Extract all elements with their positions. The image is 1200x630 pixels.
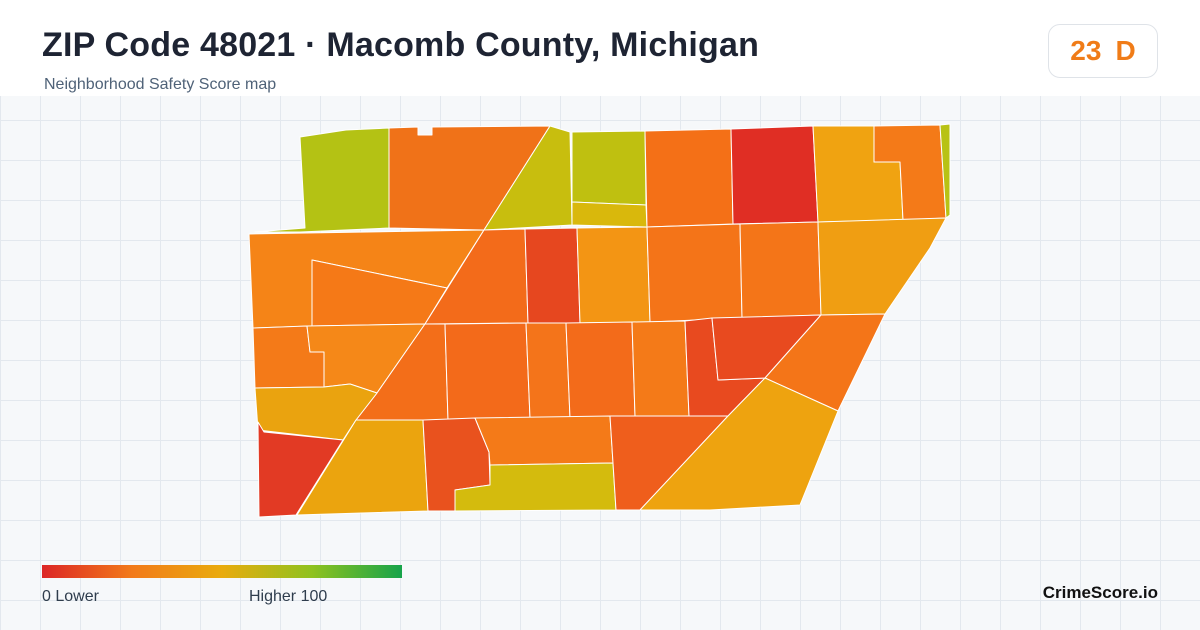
- map-region[interactable]: [524, 227, 581, 324]
- map-region[interactable]: [644, 128, 734, 228]
- map-region[interactable]: [254, 127, 390, 233]
- map-region[interactable]: [444, 322, 531, 421]
- map-region[interactable]: [254, 383, 378, 441]
- map-region[interactable]: [730, 125, 819, 225]
- score-grade: D: [1115, 35, 1136, 66]
- header: ZIP Code 48021 · Macomb County, Michigan…: [0, 0, 1200, 96]
- map-region[interactable]: [739, 221, 822, 319]
- map-region[interactable]: [631, 320, 690, 417]
- map-regions: [248, 123, 951, 518]
- page-subtitle: Neighborhood Safety Score map: [44, 76, 277, 93]
- page-title: ZIP Code 48021 · Macomb County, Michigan: [42, 26, 760, 64]
- map-region[interactable]: [474, 415, 614, 466]
- map-region[interactable]: [525, 322, 571, 419]
- map-region[interactable]: [571, 201, 648, 228]
- brand-logo-text[interactable]: CrimeScore.io: [1042, 583, 1158, 602]
- map-region[interactable]: [817, 217, 947, 316]
- score-value: 23: [1070, 35, 1102, 66]
- legend-color-bar: [42, 565, 402, 578]
- map-region[interactable]: [571, 130, 647, 206]
- map-region[interactable]: [565, 321, 636, 419]
- map-region[interactable]: [639, 377, 839, 511]
- map-region[interactable]: [257, 421, 344, 518]
- score-badge: 23 D: [1048, 24, 1158, 78]
- map-region[interactable]: [388, 125, 551, 231]
- map-region[interactable]: [939, 123, 951, 219]
- map-region[interactable]: [646, 223, 743, 323]
- legend-min-label: 0 Lower: [42, 588, 99, 605]
- map-region[interactable]: [576, 226, 651, 324]
- legend-max-label: Higher 100: [249, 588, 328, 605]
